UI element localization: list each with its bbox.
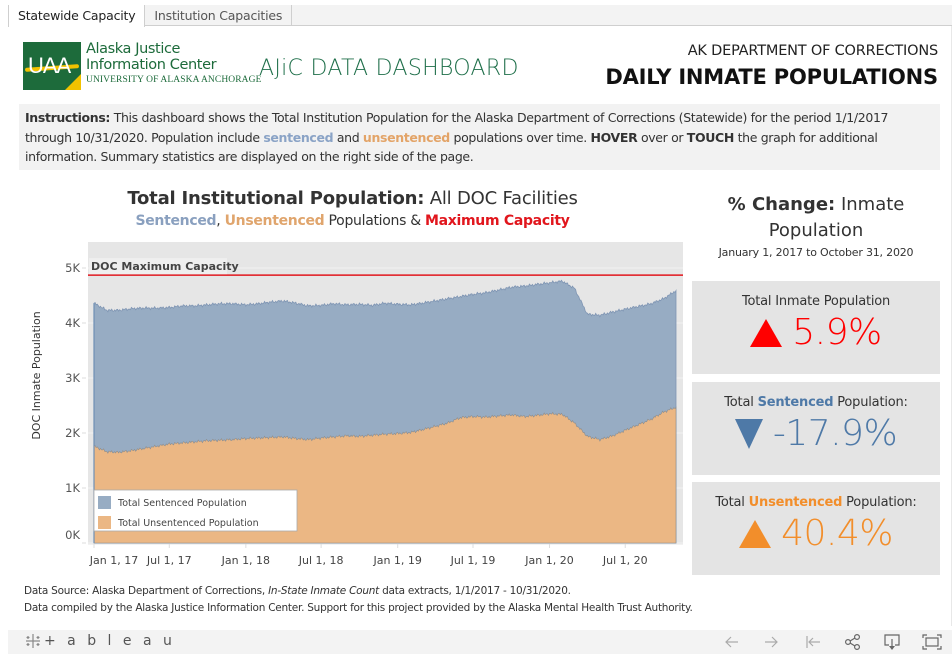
y-tick-label: 2K [65, 426, 80, 440]
tab-statewide-capacity[interactable]: Statewide Capacity [8, 5, 146, 27]
dashboard-title: AJiC DATA DASHBOARD [259, 56, 519, 81]
chart-legend[interactable]: Total Sentenced Population Total Unsenten… [93, 489, 298, 532]
y-tick-label: 5K [65, 261, 80, 275]
x-tick-label: Jan 1, 18 [221, 554, 270, 567]
logo-org-name: Alaska Justice Information Center [86, 41, 217, 73]
data-compiled-note: Data compiled by the Alaska Justice Info… [24, 602, 693, 614]
legend-swatch [98, 516, 111, 529]
instructions-label: Instructions: [25, 110, 111, 125]
chart-subtitle: Sentenced, Unsentenced Populations & Max… [135, 213, 570, 229]
y-axis-label: DOC Inmate Population [30, 311, 43, 439]
keyword-unsentenced: unsentenced [362, 129, 450, 145]
legend-item-sentenced[interactable]: Total Sentenced Population [98, 496, 247, 509]
x-tick-label: Jan 1, 20 [524, 554, 573, 567]
legend-item-unsentenced[interactable]: Total Unsentenced Population [98, 516, 259, 529]
undo-icon[interactable] [723, 633, 741, 651]
stat-value: -17.9% [772, 413, 898, 454]
tab-bar: Statewide Capacity Institution Capacitie… [8, 5, 952, 27]
tableau-toolbar: + a b l e a u [8, 630, 952, 654]
stat-sentenced: Total Sentenced Population: -17.9% [692, 382, 940, 475]
page-title: DAILY INMATE POPULATIONS [605, 65, 938, 89]
x-tick-label: Jul 1, 17 [146, 554, 192, 567]
uaa-logo-mark: UAA [23, 42, 81, 90]
y-tick-label: 3K [65, 371, 80, 385]
tableau-mark-icon [26, 634, 40, 648]
y-tick-label: 4K [65, 316, 80, 330]
legend-box [93, 489, 298, 532]
stat-total-inmate: Total Inmate Population 5.9% [692, 281, 940, 374]
up-arrow-icon [739, 519, 772, 548]
stat-value: 40.4% [781, 513, 893, 554]
data-source-notes: Data Source: Alaska Department of Correc… [24, 583, 693, 617]
redo-icon[interactable] [762, 633, 780, 651]
ajic-logo: UAA Alaska Justice Information Center Un… [23, 41, 261, 92]
down-arrow-icon [734, 418, 763, 449]
y-tick-label: 0K [65, 528, 80, 542]
revert-icon[interactable] [804, 633, 822, 651]
keyword-sentenced: sentenced [263, 129, 334, 145]
population-area-chart[interactable]: DOC Maximum Capacity 0K 1K 2K 3K 4K 5K Jan 1,… [20, 238, 688, 574]
stat-unsentenced: Total Unsentenced Population: 40.4% [692, 482, 940, 575]
logo-university: University of Alaska Anchorage [86, 75, 262, 85]
pct-change-title: % Change: Inmate Population [727, 194, 905, 241]
y-axis: 0K 1K 2K 3K 4K 5K [65, 261, 86, 544]
fullscreen-icon[interactable] [922, 633, 942, 651]
legend-label: Total Unsentenced Population [117, 518, 259, 529]
download-icon[interactable] [883, 633, 901, 651]
legend-label: Total Sentenced Population [117, 498, 247, 509]
legend-swatch [98, 496, 111, 509]
x-tick-label: Jan 1, 17 [89, 554, 138, 567]
y-tick-label: 1K [65, 481, 80, 495]
chart-title: Total Institutional Population: All DOC … [127, 188, 578, 209]
max-capacity-label-bg [89, 258, 227, 275]
x-tick-label: Jul 1, 19 [450, 554, 496, 567]
data-source: Data Source: Alaska Department of Correc… [24, 585, 571, 597]
pct-change-date-range: January 1, 2017 to October 31, 2020 [718, 246, 914, 259]
tab-institution-capacities[interactable]: Institution Capacities [145, 5, 293, 26]
x-axis: Jan 1, 17 Jul 1, 17 Jan 1, 18 Jul 1, 18 Jan … [88, 543, 683, 567]
x-tick-label: Jan 1, 19 [372, 554, 421, 567]
x-tick-label: Jul 1, 18 [298, 554, 344, 567]
x-tick-label: Jul 1, 20 [602, 554, 648, 567]
department-name: AK DEPARTMENT OF CORRECTIONS [687, 43, 938, 59]
instructions-box: Instructions: This dashboard shows the T… [19, 104, 940, 170]
share-icon[interactable] [844, 633, 862, 651]
up-arrow-icon [750, 318, 783, 347]
max-capacity-label: DOC Maximum Capacity [91, 260, 239, 273]
tableau-logo[interactable]: + a b l e a u [24, 632, 175, 650]
stat-value: 5.9% [792, 312, 882, 353]
